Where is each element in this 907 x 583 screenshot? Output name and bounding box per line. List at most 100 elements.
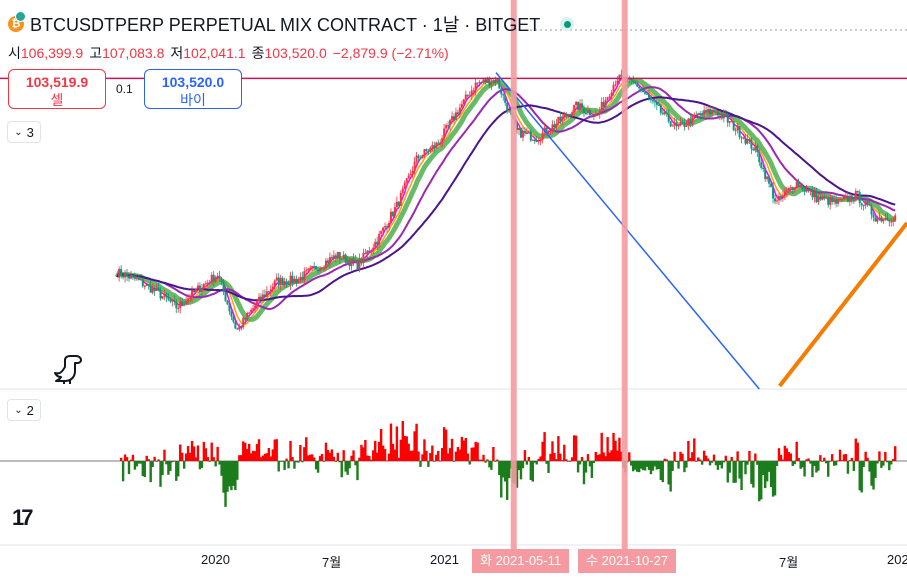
osc-bar — [834, 461, 838, 466]
candle-body — [764, 168, 767, 180]
candle-body — [309, 267, 312, 269]
x-tick-label: 7월 — [322, 555, 342, 570]
osc-bar — [464, 437, 468, 461]
tradingview-logo[interactable]: 17 — [12, 505, 34, 530]
osc-bar — [633, 461, 637, 470]
osc-bar — [704, 455, 708, 461]
osc-bar — [399, 439, 403, 461]
candle-body — [293, 278, 296, 283]
osc-bar — [139, 461, 143, 464]
chevron-down-icon: ⌄ — [14, 404, 23, 416]
osc-bar — [360, 444, 363, 461]
close-value: 103,520.0 — [264, 45, 327, 61]
osc-bar — [448, 448, 452, 461]
osc-pane-collapse-button[interactable]: ⌄ 2 — [7, 399, 41, 421]
osc-bar — [450, 438, 454, 461]
osc-collapse-count: 2 — [26, 402, 34, 418]
candle-body — [336, 251, 339, 259]
main-pane-collapse-button[interactable]: ⌄ 3 — [7, 121, 41, 143]
candle-body — [638, 86, 641, 89]
osc-bar — [795, 441, 798, 461]
candle-body — [421, 155, 424, 159]
osc-bar — [724, 455, 727, 461]
candle-body — [149, 285, 152, 293]
osc-bar — [389, 423, 393, 461]
osc-bar — [805, 459, 808, 461]
osc-bar — [541, 441, 544, 461]
osc-bar — [561, 460, 564, 461]
candle-body — [482, 79, 485, 83]
osc-bar — [127, 461, 131, 475]
osc-bar — [610, 450, 613, 461]
osc-bar — [265, 453, 269, 461]
candle-body — [854, 191, 857, 200]
candle-body — [429, 147, 432, 152]
osc-bar — [521, 461, 525, 469]
candle-body — [374, 241, 377, 248]
candle-body — [133, 275, 136, 279]
candle-body — [718, 113, 721, 116]
osc-bar — [314, 461, 318, 470]
candle-body — [277, 277, 280, 285]
candle-body — [671, 125, 674, 127]
osc-bar — [732, 461, 735, 483]
candle-body — [437, 142, 440, 144]
osc-bar — [159, 461, 162, 487]
candle-body — [242, 317, 245, 328]
osc-bar — [819, 455, 822, 461]
candle-body — [238, 326, 241, 330]
candle-body — [224, 291, 227, 301]
osc-bar — [472, 447, 475, 461]
osc-bar — [119, 457, 123, 461]
osc-bar — [763, 461, 767, 489]
candle-body — [768, 176, 771, 184]
osc-bar — [884, 451, 887, 461]
symbol-title[interactable]: BTCUSDTPERP PERPETUAL MIX CONTRACT · 1날 … — [30, 15, 541, 35]
osc-bar — [856, 442, 859, 461]
osc-bar — [691, 452, 694, 461]
osc-bar — [754, 453, 757, 461]
candle-body — [596, 113, 599, 115]
buy-button[interactable]: 103,520.0 바이 — [144, 69, 242, 109]
osc-bar — [224, 461, 227, 507]
osc-bar — [407, 443, 410, 461]
osc-bar — [752, 461, 755, 488]
candle-body — [364, 252, 367, 255]
osc-bar — [271, 449, 274, 461]
chevron-down-icon: ⌄ — [14, 126, 23, 138]
candle-body — [466, 94, 469, 97]
osc-bar — [762, 461, 765, 475]
candle-body — [590, 115, 593, 118]
candle-body — [419, 157, 422, 159]
osc-bar — [588, 461, 592, 467]
candle-body — [449, 119, 452, 126]
osc-bar — [655, 461, 659, 470]
sell-button[interactable]: 103,519.9 셀 — [8, 69, 106, 109]
osc-bar — [208, 461, 211, 462]
osc-bar — [486, 459, 489, 461]
dinosaur-icon[interactable] — [52, 352, 86, 386]
candle-body — [193, 290, 196, 292]
osc-bar — [706, 458, 710, 461]
osc-bar — [630, 461, 633, 466]
osc-bar — [547, 461, 550, 474]
osc-bar — [793, 461, 796, 465]
osc-bar — [679, 451, 682, 461]
osc-bar — [830, 454, 834, 461]
candle-body — [728, 121, 731, 123]
candle-body — [456, 112, 459, 115]
candle-body — [815, 192, 818, 203]
osc-bar — [570, 457, 574, 461]
osc-bar — [492, 446, 495, 461]
candle-body — [387, 223, 390, 228]
osc-bar — [287, 461, 290, 469]
candle-body — [496, 79, 499, 83]
osc-bar — [500, 461, 503, 498]
candle-body — [480, 82, 483, 84]
crosshair-band — [510, 0, 517, 549]
osc-bar — [738, 461, 741, 479]
osc-bar — [825, 461, 828, 464]
candle-body — [752, 148, 755, 151]
candle-body — [423, 149, 426, 156]
